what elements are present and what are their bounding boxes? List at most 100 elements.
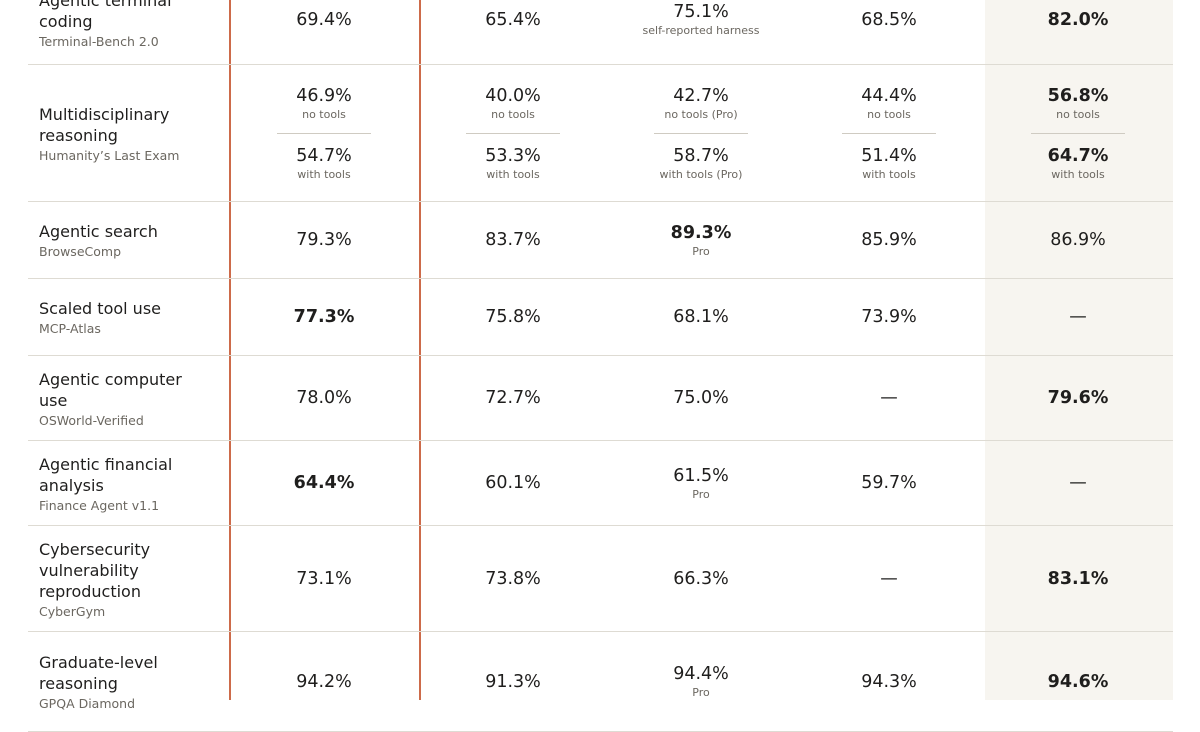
score-value: 77.3% [293, 307, 355, 327]
row-divider [28, 440, 1173, 441]
benchmark-name: GPQA Diamond [39, 696, 136, 711]
score-value: 79.6% [1047, 388, 1109, 408]
benchmark-name: Humanity’s Last Exam [39, 147, 180, 163]
score-cell: 73.8% [423, 526, 603, 632]
benchmark-name: Terminal-Bench 2.0 [39, 34, 159, 49]
score-value: 73.1% [296, 568, 352, 589]
task-name: Multidisciplinary reasoning [39, 104, 170, 145]
score-divider [842, 132, 936, 134]
score-value: 82.0% [1047, 9, 1109, 30]
benchmark-name: OSWorld-Verified [39, 412, 144, 428]
score-cell: 94.2% [234, 632, 414, 732]
score-cell: 40.0% no tools 53.3% with tools [423, 65, 603, 202]
row-label: Agentic search BrowseComp [39, 202, 214, 279]
score-cell: 60.1% [423, 441, 603, 526]
row-label: Cybersecurity vulnerability reproduction… [39, 526, 214, 632]
row-label: Graduate-level reasoning GPQA Diamond [39, 632, 214, 732]
score-divider [277, 132, 371, 134]
score-part: 42.7% no tools (Pro) [664, 86, 737, 122]
score-value: 51.4% [861, 145, 917, 166]
score-value: 75.8% [485, 307, 541, 327]
score-note: Pro [692, 244, 710, 258]
score-note: no tools [867, 107, 911, 121]
score-cell: 75.0% [611, 356, 791, 441]
row-label: Agentic terminal coding Terminal-Bench 2.… [39, 0, 214, 65]
score-note: with tools [486, 167, 540, 181]
score-cell: 44.4% no tools 51.4% with tools [799, 65, 979, 202]
score-cell: 75.1% self-reported harness [611, 0, 791, 65]
score-note: Pro [692, 686, 710, 699]
score-cell: 56.8% no tools 64.7% with tools [988, 65, 1168, 202]
score-cell: 42.7% no tools (Pro) 58.7% with tools (Pro) [611, 65, 791, 202]
table-row: Agentic terminal coding Terminal-Bench 2.… [0, 0, 1200, 65]
score-value: 64.7% [1047, 145, 1109, 166]
score-note: no tools [491, 107, 535, 121]
benchmark-name: MCP-Atlas [39, 321, 101, 336]
benchmark-name: BrowseComp [39, 244, 122, 259]
score-value: 85.9% [861, 230, 917, 250]
score-value: 94.4% [673, 664, 729, 684]
score-value: 83.7% [485, 230, 541, 250]
score-cell: 72.7% [423, 356, 603, 441]
highlighted-model-column [985, 0, 1173, 700]
task-name: Agentic financial analysis [39, 454, 173, 495]
task-name: Cybersecurity vulnerability reproduction [39, 539, 151, 601]
score-cell: 86.9% [988, 202, 1168, 279]
task-name: Scaled tool use [39, 299, 161, 318]
task-name: Agentic search [39, 222, 158, 241]
score-value: 73.8% [485, 568, 541, 589]
table-row: Multidisciplinary reasoning Humanity’s La… [0, 65, 1200, 202]
table-row: Scaled tool use MCP-Atlas 77.3% 75.8% 68.1% 7… [0, 279, 1200, 356]
task-name: Agentic terminal coding [39, 0, 172, 31]
score-part: 46.9% no tools [296, 86, 352, 122]
row-divider [28, 355, 1173, 356]
score-note: no tools (Pro) [664, 107, 738, 121]
score-value: 44.4% [861, 85, 917, 106]
score-value: 68.5% [861, 9, 917, 30]
score-cell: 65.4% [423, 0, 603, 65]
score-cell: 66.3% [611, 526, 791, 632]
score-value: 72.7% [485, 388, 541, 408]
score-value: — [1069, 473, 1087, 493]
benchmark-name: CyberGym [39, 603, 106, 619]
score-part: 53.3% with tools [485, 146, 541, 182]
row-divider [28, 631, 1173, 632]
score-value: 83.1% [1047, 568, 1109, 589]
score-divider [466, 132, 560, 134]
score-note: with tools (Pro) [659, 167, 743, 181]
score-cell: 79.3% [234, 202, 414, 279]
score-cell: — [988, 279, 1168, 356]
score-part: 64.7% with tools [1048, 146, 1109, 182]
score-value: 54.7% [296, 145, 352, 166]
score-cell: 94.3% [799, 632, 979, 732]
score-note: no tools [302, 107, 346, 121]
score-value: 75.1% [673, 2, 729, 22]
row-label: Agentic computer use OSWorld-Verified [39, 356, 214, 441]
score-value: — [880, 388, 898, 408]
score-value: 40.0% [485, 85, 541, 106]
score-note: no tools [1056, 107, 1100, 121]
score-value: 42.7% [673, 85, 729, 106]
score-cell: 94.4% Pro [611, 632, 791, 732]
score-value: 73.9% [861, 307, 917, 327]
score-value: 60.1% [485, 473, 541, 493]
score-cell: 69.4% [234, 0, 414, 65]
score-value: 66.3% [673, 568, 729, 589]
score-part: 51.4% with tools [861, 146, 917, 182]
row-divider [28, 201, 1173, 202]
score-cell: — [799, 526, 979, 632]
row-label: Multidisciplinary reasoning Humanity’s La… [39, 65, 214, 202]
score-cell: — [988, 441, 1168, 526]
score-value: 75.0% [673, 388, 729, 408]
score-divider [654, 132, 748, 134]
score-cell: 91.3% [423, 632, 603, 732]
score-value: 69.4% [296, 9, 352, 30]
score-value: 58.7% [673, 145, 729, 166]
benchmark-name: Finance Agent v1.1 [39, 497, 160, 513]
score-value: 65.4% [485, 9, 541, 30]
score-cell: 77.3% [234, 279, 414, 356]
score-value: 89.3% [670, 222, 732, 243]
score-value: 56.8% [1047, 85, 1109, 106]
score-value: 94.2% [296, 671, 352, 692]
